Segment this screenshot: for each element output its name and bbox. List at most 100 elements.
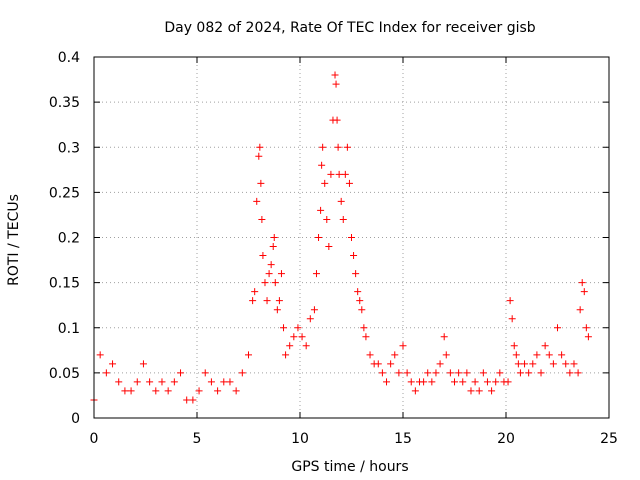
data-point — [170, 378, 178, 386]
data-point — [366, 351, 374, 359]
data-point — [378, 369, 386, 377]
data-point — [102, 369, 110, 377]
data-point — [483, 378, 491, 386]
data-point — [549, 360, 557, 368]
data-point — [207, 378, 215, 386]
data-point — [333, 116, 341, 124]
data-points — [90, 71, 592, 404]
data-point — [541, 342, 549, 350]
data-point — [488, 387, 496, 395]
data-point — [275, 297, 283, 305]
y-tick-label: 0 — [71, 411, 80, 427]
data-point — [245, 351, 252, 359]
data-point — [395, 369, 403, 377]
data-point — [356, 297, 364, 305]
y-tick-labels: 0 0.05 0.1 0.15 0.2 0.25 0.3 0.35 0.4 — [49, 50, 80, 427]
data-point — [270, 234, 278, 241]
data-point — [570, 360, 578, 368]
data-point — [358, 306, 366, 314]
data-point — [411, 387, 419, 395]
y-tick-label: 0.1 — [58, 321, 80, 337]
data-point — [440, 333, 448, 341]
data-point — [574, 369, 582, 377]
data-point — [323, 215, 331, 223]
data-point — [318, 161, 326, 169]
data-point — [152, 387, 160, 395]
data-point — [459, 378, 467, 386]
data-point — [529, 360, 537, 368]
data-point — [226, 378, 234, 386]
data-point — [267, 261, 275, 269]
data-point — [265, 270, 273, 278]
data-point — [321, 179, 329, 187]
data-point — [424, 369, 432, 377]
data-point — [580, 288, 588, 296]
data-point — [290, 333, 298, 341]
data-point — [133, 378, 141, 386]
axis-ticks — [93, 56, 610, 419]
data-point — [508, 315, 516, 323]
data-point — [164, 387, 172, 395]
data-point — [263, 297, 271, 305]
y-tick-label: 0.35 — [49, 95, 80, 111]
data-point — [360, 324, 368, 332]
data-point — [348, 234, 355, 241]
data-point — [475, 387, 483, 395]
data-point — [220, 378, 228, 386]
data-point — [312, 270, 320, 278]
data-point — [545, 351, 553, 359]
data-point — [315, 234, 323, 241]
data-point — [317, 206, 325, 214]
data-point — [127, 387, 135, 395]
data-point — [446, 369, 454, 377]
data-point — [352, 270, 360, 278]
data-point — [584, 333, 592, 341]
data-point — [255, 152, 263, 160]
data-point — [146, 378, 154, 386]
data-point — [428, 378, 436, 386]
data-point — [339, 215, 347, 223]
data-point — [271, 279, 279, 287]
data-point — [506, 297, 514, 305]
data-point — [383, 378, 391, 386]
data-point — [492, 378, 500, 386]
data-point — [471, 378, 479, 386]
y-tick-label: 0.15 — [49, 276, 80, 292]
data-point — [177, 369, 185, 377]
data-point — [558, 351, 566, 359]
data-point — [319, 143, 327, 151]
data-point — [391, 351, 399, 359]
data-point — [109, 360, 117, 368]
data-point — [258, 215, 266, 223]
data-point — [479, 369, 487, 377]
data-point — [121, 387, 129, 395]
data-point — [294, 324, 302, 332]
data-point — [334, 143, 342, 151]
grid-lines — [94, 57, 609, 418]
data-point — [345, 179, 353, 187]
data-point — [537, 369, 545, 377]
data-point — [387, 360, 395, 368]
data-point — [504, 378, 512, 386]
data-point — [195, 387, 203, 395]
data-point — [238, 369, 246, 377]
data-point — [280, 324, 288, 332]
data-point — [277, 270, 285, 278]
x-tick-label: 5 — [193, 431, 202, 447]
data-point — [269, 243, 277, 251]
y-tick-label: 0.05 — [49, 366, 80, 382]
data-point — [442, 351, 450, 359]
data-point — [525, 369, 533, 377]
data-point — [533, 351, 541, 359]
data-point — [510, 342, 518, 350]
data-point — [578, 279, 586, 287]
data-point — [554, 324, 561, 332]
data-point — [232, 387, 240, 395]
data-point — [298, 333, 306, 341]
data-point — [96, 351, 104, 359]
data-point — [403, 369, 411, 377]
data-point — [286, 342, 294, 350]
data-point — [432, 369, 440, 377]
data-point — [566, 369, 574, 377]
